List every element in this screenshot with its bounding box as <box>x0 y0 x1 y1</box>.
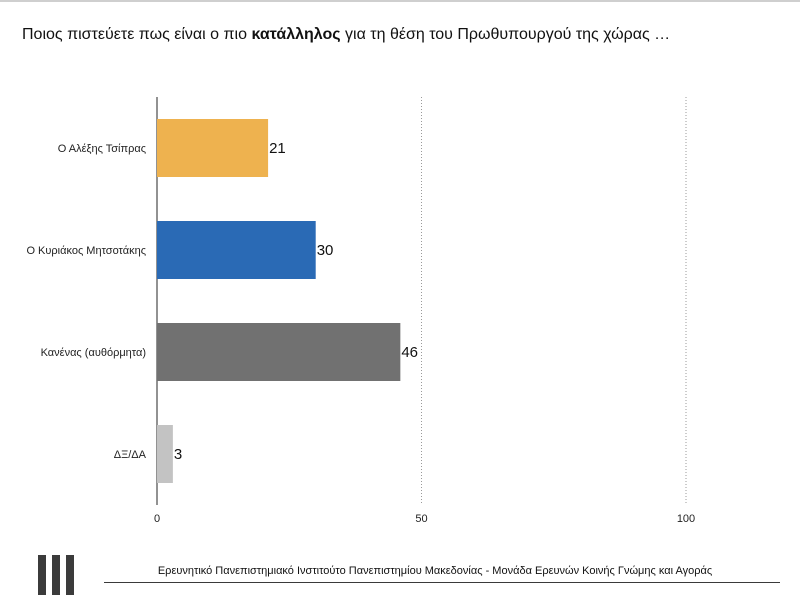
footer-rule <box>104 582 780 583</box>
bar-value-label-3: 46 <box>401 344 418 361</box>
bar-4 <box>157 425 173 483</box>
footer-text: Ερευνητικό Πανεπιστημιακό Ινστιτούτο Παν… <box>157 565 713 577</box>
bar-value-label-1: 21 <box>269 140 286 157</box>
bar-1 <box>157 119 269 177</box>
x-tick-label-100: 100 <box>677 513 695 525</box>
title-text-bold: κατάλληλος <box>251 26 341 43</box>
category-label-1: Ο Αλέξης Τσίπρας <box>58 143 146 155</box>
category-label-2: Ο Κυριάκος Μητσοτάκης <box>26 245 146 257</box>
institute-logo <box>38 555 74 595</box>
category-label-3: Κανένας (αυθόρμητα) <box>41 347 146 359</box>
x-tick-label-0: 0 <box>154 513 160 525</box>
bar-3 <box>157 323 401 381</box>
chart-title: Ποιος πιστεύετε πως είναι ο πιο κατάλληλ… <box>22 26 782 44</box>
title-text-after: για τη θέση του Πρωθυπουργού της χώρας … <box>340 26 671 43</box>
bar-2 <box>157 221 316 279</box>
bar-value-label-4: 3 <box>174 446 182 463</box>
title-text-before: Ποιος πιστεύετε πως είναι ο πιο <box>22 26 252 43</box>
x-tick-label-50: 50 <box>415 513 427 525</box>
top-border <box>0 0 800 2</box>
category-label-4: ΔΞ/ΔΑ <box>114 449 147 461</box>
bar-value-label-2: 30 <box>317 242 334 259</box>
